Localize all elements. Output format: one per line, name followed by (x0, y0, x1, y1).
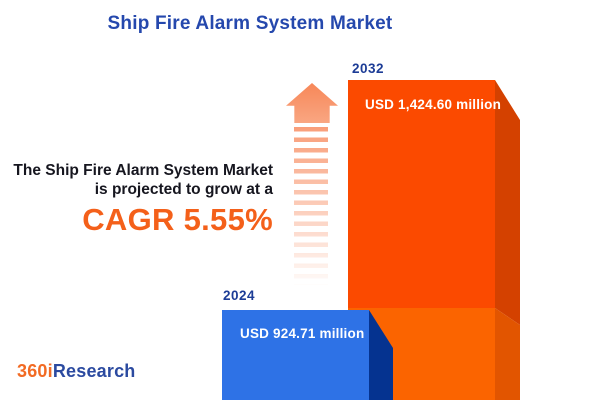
bar-year-label-2032: 2032 (352, 61, 385, 76)
bar-2032-side-base (495, 308, 520, 400)
page-title: Ship Fire Alarm System Market (107, 13, 393, 34)
growth-arrow-dashes (294, 127, 328, 285)
bar-value-label-2024: USD 924.71 million (240, 326, 365, 341)
description-line-2: is projected to grow at a (94, 181, 273, 198)
bar-year-label-2024: 2024 (223, 288, 256, 303)
cagr-value: CAGR 5.55% (82, 202, 273, 237)
description-line-1: The Ship Fire Alarm System Market (13, 162, 273, 179)
logo-research: Research (52, 361, 136, 381)
bar-2024 (222, 310, 393, 400)
logo: 360iResearch (17, 361, 136, 382)
bar-value-label-2032: USD 1,424.60 million (365, 97, 502, 112)
bar-2024-side (369, 310, 393, 400)
bar-2024-front (222, 310, 369, 400)
logo-360i: 360i (17, 361, 53, 381)
bar-2032-front-upper (348, 80, 495, 308)
description: The Ship Fire Alarm System Market is pro… (13, 161, 273, 236)
bar-2032-side-upper (495, 80, 520, 325)
